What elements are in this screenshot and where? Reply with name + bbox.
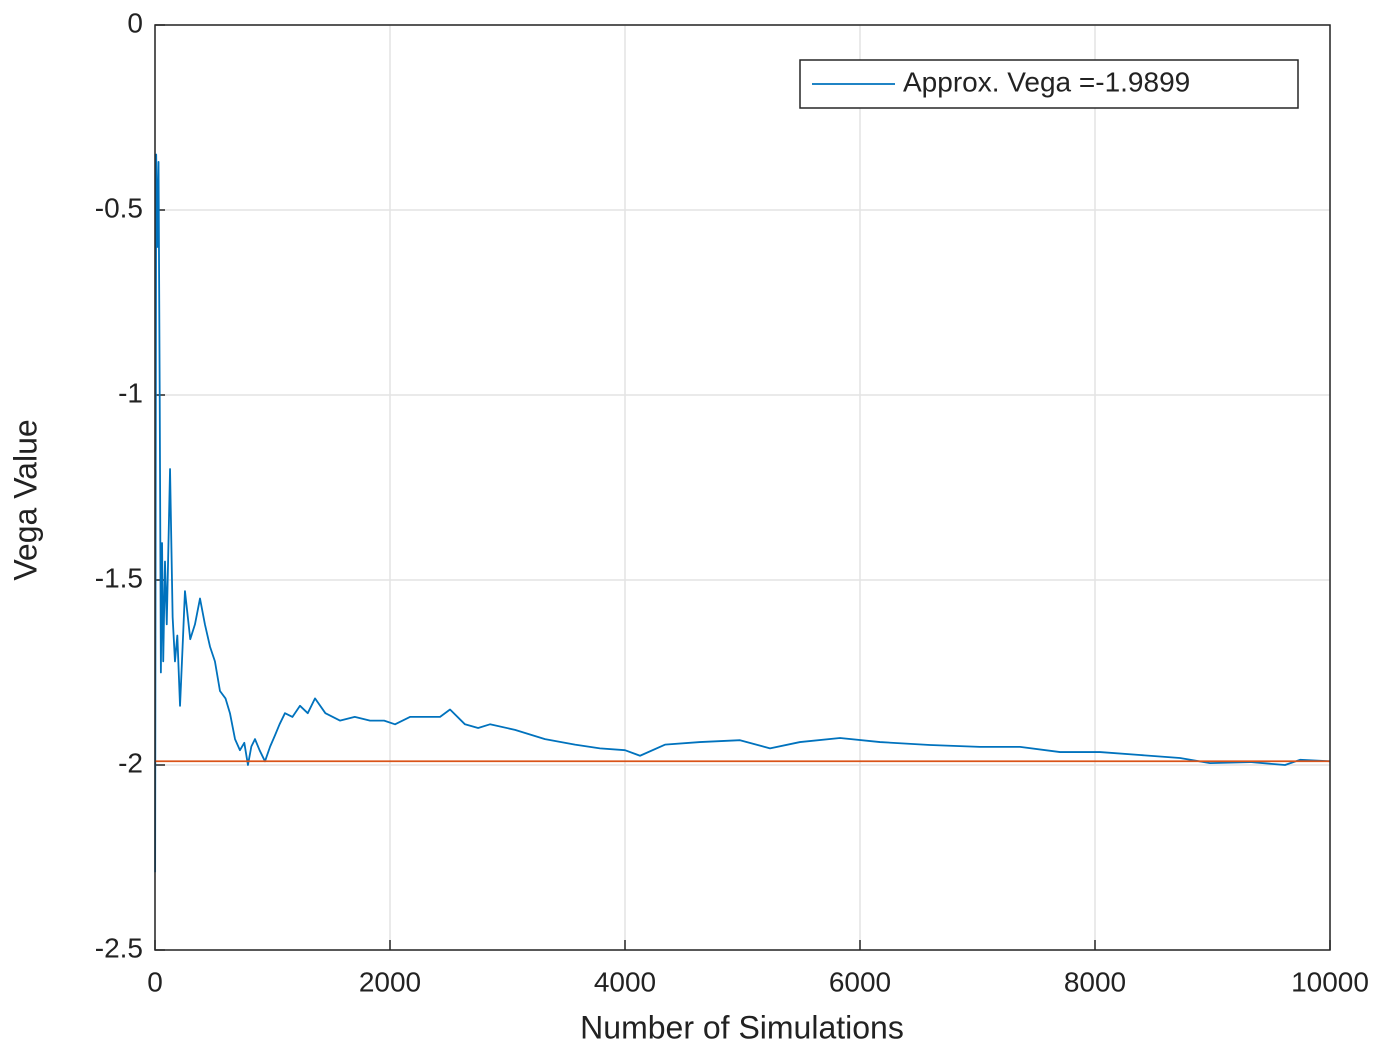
x-tick-label: 8000 — [1064, 966, 1126, 997]
y-tick-label: -1 — [118, 377, 143, 408]
x-tick-label: 6000 — [829, 966, 891, 997]
x-tick-label: 2000 — [359, 966, 421, 997]
line-series — [154, 153, 1331, 873]
legend-label: Approx. Vega =-1.9899 — [903, 66, 1190, 97]
y-tick-label: -2.5 — [95, 932, 143, 963]
y-tick-label: 0 — [127, 7, 143, 38]
y-tick-label: -2 — [118, 747, 143, 778]
legend-box — [799, 59, 1299, 109]
y-axis-label: Vega Value — [7, 419, 43, 580]
x-tick-label: 4000 — [594, 966, 656, 997]
y-tick-label: -0.5 — [95, 192, 143, 223]
y-tick-label: -1.5 — [95, 562, 143, 593]
x-axis-label: Number of Simulations — [580, 1009, 904, 1045]
plot-frame — [154, 24, 1331, 951]
x-tick-label: 10000 — [1291, 966, 1369, 997]
x-tick-label: 0 — [147, 966, 163, 997]
